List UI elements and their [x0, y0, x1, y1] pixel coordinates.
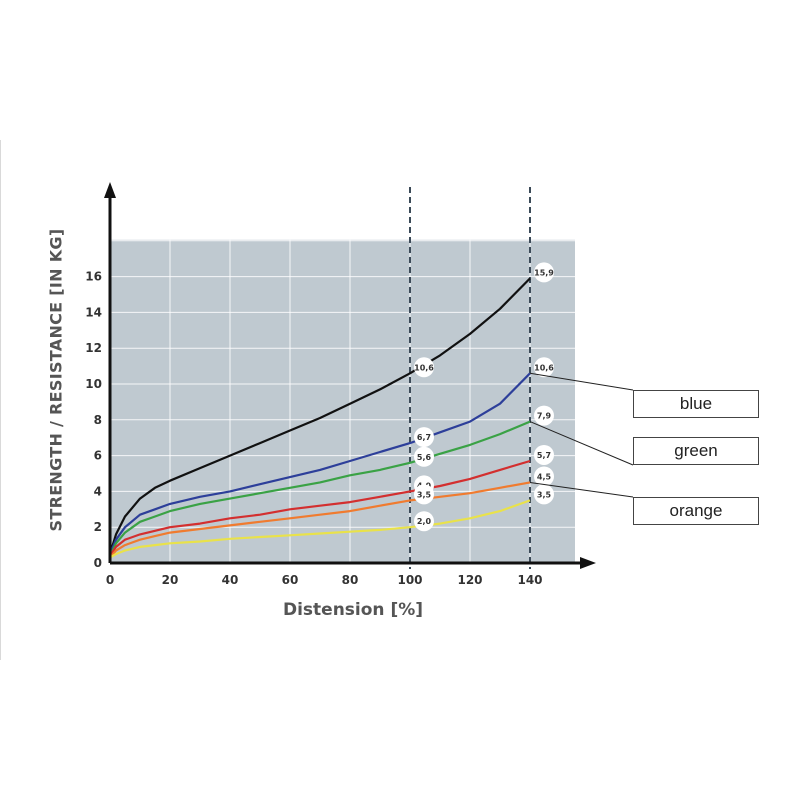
series-line [109, 420, 531, 557]
x-axis-title: Distension [%] [282, 600, 424, 620]
series-line [109, 481, 531, 559]
legend-box-green: green [633, 437, 759, 465]
value-marker-circle [534, 262, 554, 283]
y-tick-label: 4 [94, 484, 102, 498]
value-marker-label: 2,0 [417, 517, 432, 526]
series-line [108, 277, 531, 555]
x-tick-label: 100 [397, 573, 422, 587]
value-marker-circle [534, 357, 554, 378]
left-border-line [0, 140, 1, 660]
y-tick-label: 2 [94, 520, 102, 534]
value-marker-label: 6,7 [417, 433, 431, 442]
x-tick-label: 40 [222, 573, 239, 587]
x-tick-label: 20 [162, 573, 179, 587]
x-tick-label: 0 [106, 573, 114, 587]
y-tick-label: 10 [85, 377, 102, 391]
value-marker-label: 3,5 [537, 490, 552, 499]
value-marker-label: 10,6 [534, 363, 554, 372]
x-tick-label: 140 [517, 573, 542, 587]
x-tick-label: 80 [342, 573, 359, 587]
value-marker-label: 7,9 [537, 412, 552, 421]
x-tick-label: 60 [282, 573, 299, 587]
y-axis-arrow [104, 182, 116, 198]
value-marker-label: 10,6 [414, 363, 434, 372]
y-tick-label: 0 [94, 556, 102, 570]
y-tick-label: 16 [85, 270, 102, 284]
legend-box-blue: blue [633, 390, 759, 418]
x-tick-label: 120 [457, 573, 482, 587]
legend-connector-green [529, 421, 634, 466]
value-marker-label: 4,5 [537, 472, 552, 481]
plot-background [110, 239, 575, 564]
value-marker-circle [534, 484, 554, 505]
legend-box-orange: orange [633, 497, 759, 525]
value-marker-label: 15,9 [534, 268, 554, 277]
y-tick-label: 14 [85, 305, 102, 319]
legend-connector-orange [529, 481, 634, 498]
x-axis-arrow [580, 557, 596, 569]
value-marker-circle [534, 405, 554, 426]
series-line [109, 499, 531, 559]
value-marker-label: 5,7 [537, 451, 551, 460]
value-marker-circle [534, 466, 554, 487]
value-marker-label: 3,5 [417, 490, 432, 499]
y-tick-label: 8 [94, 413, 102, 427]
y-tick-label: 6 [94, 449, 102, 463]
series-line [109, 459, 531, 557]
value-marker-label: 5,6 [417, 453, 432, 462]
value-marker-circle [414, 484, 434, 505]
value-marker-circle [414, 427, 434, 448]
y-tick-label: 12 [85, 341, 102, 355]
legend-connector-blue [529, 372, 634, 391]
value-marker-circle [534, 444, 554, 465]
series-line [108, 372, 531, 555]
value-marker-circle [414, 511, 434, 532]
value-marker-circle [414, 357, 434, 378]
value-marker-circle [414, 446, 434, 467]
y-axis-title: STRENGTH / RESISTANCE [IN KG] [46, 228, 66, 532]
